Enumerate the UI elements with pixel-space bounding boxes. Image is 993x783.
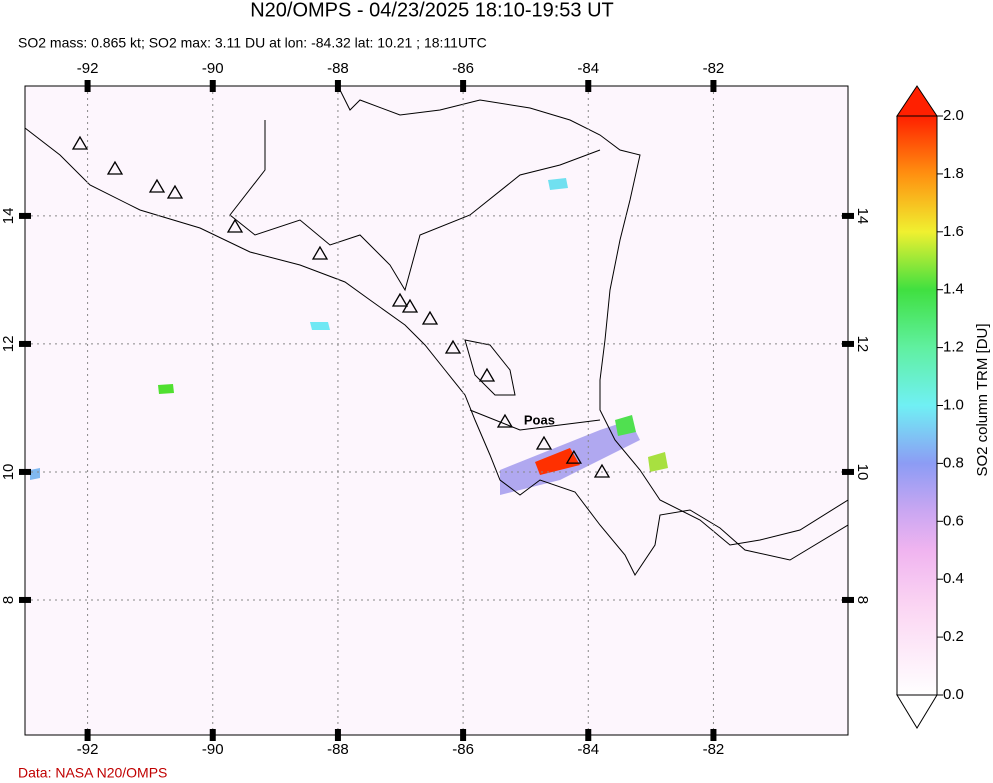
- colorbar-min-arrow: [896, 694, 938, 729]
- plume-pixel: [648, 452, 668, 472]
- colorbar-tick-label: 0.0: [943, 686, 964, 703]
- colorbar-max-arrow: [896, 85, 938, 117]
- volcano-marker: [478, 367, 496, 382]
- volcano-marker: [166, 184, 184, 199]
- volcanoes: [71, 135, 611, 478]
- x-tick-label: -84: [577, 60, 599, 77]
- x-tick-label: -90: [202, 741, 224, 758]
- volcano-marker: [226, 218, 244, 233]
- colorbar-tick-label: 1.4: [943, 281, 964, 298]
- volcano-marker: [311, 245, 329, 260]
- lake: [464, 339, 516, 396]
- colorbar-tick-label: 1.0: [943, 396, 964, 413]
- x-tick-label: -90: [202, 60, 224, 77]
- colorbar-tick-label: 2.0: [943, 107, 964, 124]
- volcano-marker: [444, 339, 462, 354]
- border: [469, 409, 601, 431]
- x-tick-label: -82: [703, 741, 725, 758]
- colorbar: [896, 115, 938, 696]
- x-tick-label: -88: [327, 60, 349, 77]
- y-tick-label: 14: [854, 208, 871, 225]
- pixel: [310, 322, 330, 330]
- colorbar-tick-label: 1.6: [943, 223, 964, 240]
- volcano-marker: [106, 160, 124, 175]
- x-tick-label: -86: [452, 741, 474, 758]
- y-tick-label: 14: [0, 208, 17, 225]
- y-tick-label: 10: [854, 464, 871, 481]
- volcano-marker: [593, 463, 611, 478]
- pixel: [158, 384, 174, 394]
- volcano-marker: [565, 449, 583, 464]
- volcano-marker: [496, 413, 514, 428]
- y-tick-label: 8: [854, 596, 871, 604]
- x-tick-label: -92: [77, 60, 99, 77]
- x-tick-label: -86: [452, 60, 474, 77]
- y-tick-label: 10: [0, 464, 17, 481]
- volcano-marker: [421, 310, 439, 325]
- map-frame: [24, 85, 849, 736]
- x-tick-label: -88: [327, 741, 349, 758]
- x-tick-label: -92: [77, 741, 99, 758]
- y-tick-label: 12: [0, 336, 17, 353]
- plume-peak: [535, 448, 580, 475]
- volcano-marker: [401, 298, 419, 313]
- border: [229, 120, 601, 292]
- colorbar-tick-label: 0.4: [943, 570, 964, 587]
- pixel: [30, 468, 40, 480]
- title: N20/OMPS - 04/23/2025 18:10-19:53 UT: [250, 0, 614, 21]
- plume-pixel: [615, 415, 636, 436]
- pacific-coast: [25, 127, 848, 576]
- colorbar-label: SO2 column TRM [DU]: [974, 323, 991, 476]
- subtitle: SO2 mass: 0.865 kt; SO2 max: 3.11 DU at …: [18, 35, 487, 51]
- volcano-marker: [148, 178, 166, 193]
- y-tick-label: 12: [854, 336, 871, 353]
- target-volcano: Poas: [524, 413, 583, 464]
- data-credit: Data: NASA N20/OMPS: [18, 765, 167, 781]
- coastlines: [25, 89, 848, 576]
- graticule: [19, 80, 854, 741]
- caribbean-coast: [339, 89, 848, 546]
- volcano-marker: [391, 292, 409, 307]
- volcano-marker: [71, 135, 89, 150]
- colorbar-tick-label: 1.8: [943, 165, 964, 182]
- colorbar-tick-label: 1.2: [943, 339, 964, 356]
- volcano-label: Poas: [524, 413, 555, 428]
- y-tick-label: 8: [0, 596, 17, 604]
- volcano-marker: [535, 435, 553, 450]
- colorbar-tick-label: 0.2: [943, 628, 964, 645]
- x-tick-label: -82: [703, 60, 725, 77]
- colorbar-tick-label: 0.6: [943, 512, 964, 529]
- x-tick-label: -84: [577, 741, 599, 758]
- colorbar-tick-label: 0.8: [943, 454, 964, 471]
- pixel: [548, 178, 568, 190]
- map-background: [25, 86, 848, 735]
